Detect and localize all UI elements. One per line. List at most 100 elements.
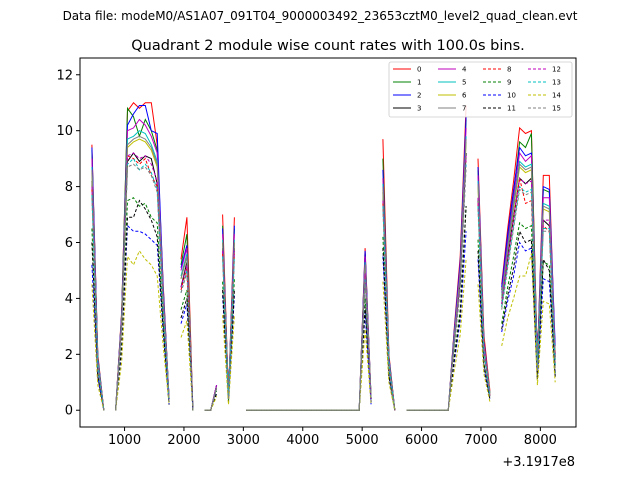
y-tick-label: 10 (56, 124, 73, 139)
series-15-line (91, 197, 105, 411)
legend-label-12: 12 (552, 66, 561, 74)
legend-label-5: 5 (462, 79, 466, 87)
x-axis: 1000 2000 3000 4000 5000 6000 7000 8000 (108, 427, 557, 448)
series-3-line (406, 152, 467, 411)
series-3-line (501, 177, 556, 369)
series-12-line (246, 273, 372, 411)
legend-label-10: 10 (507, 92, 516, 100)
series-10-line (477, 259, 491, 400)
series-0-line (204, 384, 218, 411)
series-14-line (204, 396, 218, 411)
series-14-line (382, 281, 396, 411)
series-14-line (115, 249, 170, 411)
series-4-line (204, 384, 218, 411)
series-10-line (246, 312, 372, 411)
chart-suptitle: Data file: modeM0/AS1A07_091T04_90000034… (63, 9, 578, 23)
series-12-line (501, 177, 556, 369)
legend-label-6: 6 (462, 92, 467, 100)
series-6-line (246, 264, 372, 411)
series-0-line (406, 105, 467, 411)
series-1-line (406, 119, 467, 411)
series-11-line (501, 229, 556, 380)
series-2-line (204, 384, 218, 411)
series-1-line (204, 384, 218, 411)
y-axis: 0 2 4 6 8 10 12 (56, 68, 80, 419)
series-15-line (477, 208, 491, 397)
series-14-line (91, 284, 105, 411)
x-tick-label: 8000 (524, 433, 557, 448)
legend-label-8: 8 (507, 66, 511, 74)
series-11-line (246, 306, 372, 411)
series-15-line (180, 273, 194, 411)
series-14-line (246, 329, 372, 411)
series-2-line (406, 116, 467, 411)
series-9-line (501, 221, 556, 377)
series-5-line (246, 262, 372, 411)
x-tick-label: 5000 (346, 433, 379, 448)
legend-label-1: 1 (417, 79, 421, 87)
series-15-line (115, 163, 170, 411)
series-15-line (204, 387, 218, 411)
legend-label-7: 7 (462, 105, 466, 113)
y-tick-label: 8 (65, 180, 73, 195)
series-15-line (222, 259, 235, 400)
series-14-line (501, 253, 556, 386)
series-11-line (406, 206, 467, 411)
series-5-line (406, 136, 467, 411)
series-7-line (501, 163, 556, 366)
x-tick-label: 1000 (108, 433, 141, 448)
y-tick-label: 6 (65, 236, 73, 251)
series-4-line (406, 127, 467, 411)
legend-label-3: 3 (417, 105, 421, 113)
series-9-line (246, 298, 372, 411)
series-13 (91, 157, 556, 411)
legend-label-11: 11 (507, 105, 516, 113)
series-13-line (246, 278, 372, 411)
legend-label-13: 13 (552, 79, 561, 87)
chart-title: Quadrant 2 module wise count rates with … (131, 38, 525, 54)
series-2-line (246, 250, 372, 411)
series-3-line (246, 273, 372, 411)
series-10-line (91, 264, 105, 411)
series-8-line (501, 178, 556, 369)
x-tick-label: 6000 (405, 433, 438, 448)
series-15-line (382, 208, 396, 411)
series-11-line (115, 199, 170, 411)
series-8-line (406, 161, 467, 411)
legend-box (388, 61, 573, 118)
series-15-line (501, 188, 556, 372)
series-15 (91, 163, 556, 411)
y-tick-label: 12 (56, 68, 73, 83)
series-2-line (501, 146, 556, 360)
plot-lines (91, 101, 556, 411)
x-tick-label: 3000 (227, 433, 260, 448)
legend-label-0: 0 (417, 66, 421, 74)
series-12-line (406, 155, 467, 411)
series-7-line (406, 139, 467, 411)
series-8-line (180, 267, 194, 411)
series-8-line (246, 275, 372, 411)
series-11-line (477, 250, 491, 400)
series-4-line (501, 151, 556, 363)
legend-label-14: 14 (552, 92, 561, 100)
legend-label-2: 2 (417, 92, 421, 100)
x-tick-label: 2000 (167, 433, 200, 448)
plot-frame (79, 57, 577, 428)
series-1-line (246, 253, 372, 411)
legend-label-9: 9 (507, 79, 511, 87)
legend-label-15: 15 (552, 105, 561, 113)
legend-label-4: 4 (462, 66, 467, 74)
series-12-line (180, 264, 194, 411)
series-15-line (246, 281, 372, 411)
series-14-line (180, 320, 194, 411)
series-7-line (246, 264, 372, 411)
x-tick-label: 7000 (464, 433, 497, 448)
y-tick-label: 4 (65, 292, 73, 307)
y-tick-label: 2 (65, 348, 73, 363)
series-13-line (501, 185, 556, 369)
x-offset-label: +3.1917e8 (502, 455, 575, 470)
series-4-line (246, 256, 372, 411)
series-6-line (406, 141, 467, 411)
